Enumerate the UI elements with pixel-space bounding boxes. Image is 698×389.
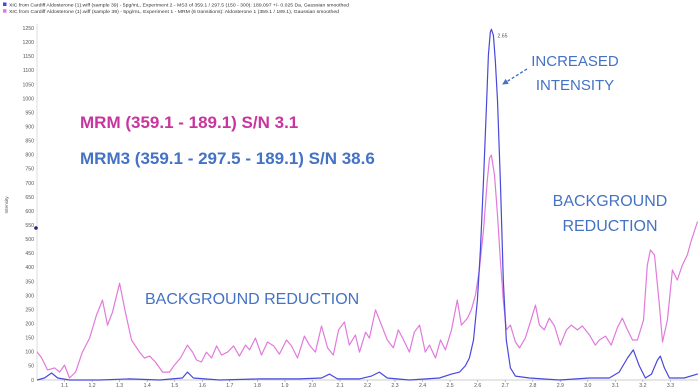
mrm-series-line (37, 154, 698, 379)
legend-label-mrm3: XIC from Cardiff Aldosterone (1).wiff (s… (9, 2, 349, 7)
x-tick-label: 2.4 (419, 383, 426, 389)
background-reduction-right-line-2: REDUCTION (562, 218, 657, 235)
y-axis-marker-dot (34, 226, 38, 230)
y-tick-label: 150 (25, 336, 34, 342)
x-tick-label: 3.0 (584, 383, 591, 389)
peak-time-label: 2.65 (497, 33, 507, 39)
legend: XIC from Cardiff Aldosterone (1).wiff (s… (3, 2, 349, 14)
y-tick-label: 850 (25, 139, 34, 145)
y-tick-label: 550 (25, 223, 34, 229)
y-tick-label: 750 (25, 167, 34, 173)
x-tick-label: 1.2 (88, 383, 95, 389)
annotation-background-reduction-right: BACKGROUND REDUCTION (553, 193, 668, 235)
x-tick-label: 3.3 (667, 383, 674, 389)
background-reduction-left-label: BACKGROUND REDUCTION (145, 291, 359, 308)
x-tick-label: 3.2 (639, 383, 646, 389)
mrm3-series-line (37, 28, 698, 381)
y-tick-label: 900 (25, 125, 34, 131)
y-tick-label: 100 (25, 350, 34, 356)
y-tick-label: 300 (25, 293, 34, 299)
x-tick-label: 1.5 (171, 383, 178, 389)
y-tick-label: 0 (31, 378, 34, 384)
legend-label-mrm: XIC from Cardiff Aldosterone (1).wiff (s… (9, 9, 339, 14)
legend-swatch-mrm3 (3, 2, 7, 6)
x-tick-label: 2.2 (364, 383, 371, 389)
x-tick-label: 1.9 (281, 383, 288, 389)
y-tick-label: 950 (25, 110, 34, 116)
x-tick-label: 1.4 (144, 383, 151, 389)
y-tick-label: 1100 (23, 68, 34, 74)
increased-intensity-line-2: INTENSITY (536, 77, 614, 94)
y-tick-label: 1150 (23, 54, 34, 60)
increased-intensity-line-1: INCREASED (531, 53, 619, 70)
y-tick-label: 50 (28, 364, 34, 370)
y-axis-label: Intensity (4, 196, 9, 214)
y-tick-label: 1000 (22, 96, 34, 102)
y-tick-label: 350 (25, 279, 34, 285)
x-tick-label: 3.1 (612, 383, 619, 389)
background-reduction-right-line-1: BACKGROUND (553, 193, 668, 210)
y-tick-label: 200 (25, 322, 34, 328)
y-tick-label: 1250 (22, 26, 34, 32)
x-tick-label: 1.3 (116, 383, 123, 389)
x-tick-label: 2.5 (446, 383, 453, 389)
annotation-increased-intensity: INCREASED INTENSITY (502, 53, 619, 94)
x-tick-label: 2.0 (309, 383, 316, 389)
y-tick-label: 500 (25, 237, 34, 243)
series-lines (37, 28, 698, 381)
y-tick-label: 650 (25, 195, 34, 201)
mrm3-sn-label: MRM3 (359.1 - 297.5 - 189.1) S/N 38.6 (80, 149, 375, 168)
y-tick-label: 450 (25, 251, 34, 257)
x-tick-label: 2.3 (391, 383, 398, 389)
y-tick-label: 1200 (22, 40, 34, 46)
x-tick-label: 1.1 (61, 383, 68, 389)
axis-ticks: 0 50 100 150 200 250 300 350 400 450 500 550 600 650 7… (22, 26, 674, 389)
y-tick-label: 600 (25, 209, 34, 215)
y-tick-label: 400 (25, 265, 34, 271)
y-tick-label: 800 (25, 153, 34, 159)
increased-intensity-arrow (502, 68, 528, 85)
x-tick-label: 2.6 (474, 383, 481, 389)
mrm-sn-label: MRM (359.1 - 189.1) S/N 3.1 (80, 113, 298, 132)
x-tick-label: 2.9 (557, 383, 564, 389)
legend-swatch-mrm (3, 9, 7, 13)
x-tick-label: 1.7 (226, 383, 233, 389)
x-tick-label: 2.8 (529, 383, 536, 389)
x-tick-label: 2.1 (336, 383, 343, 389)
y-tick-label: 250 (25, 307, 34, 313)
y-tick-label: 700 (25, 181, 34, 187)
x-tick-label: 2.7 (502, 383, 509, 389)
x-tick-label: 1.8 (254, 383, 261, 389)
y-tick-label: 1050 (22, 82, 34, 88)
x-tick-label: 1.6 (199, 383, 206, 389)
